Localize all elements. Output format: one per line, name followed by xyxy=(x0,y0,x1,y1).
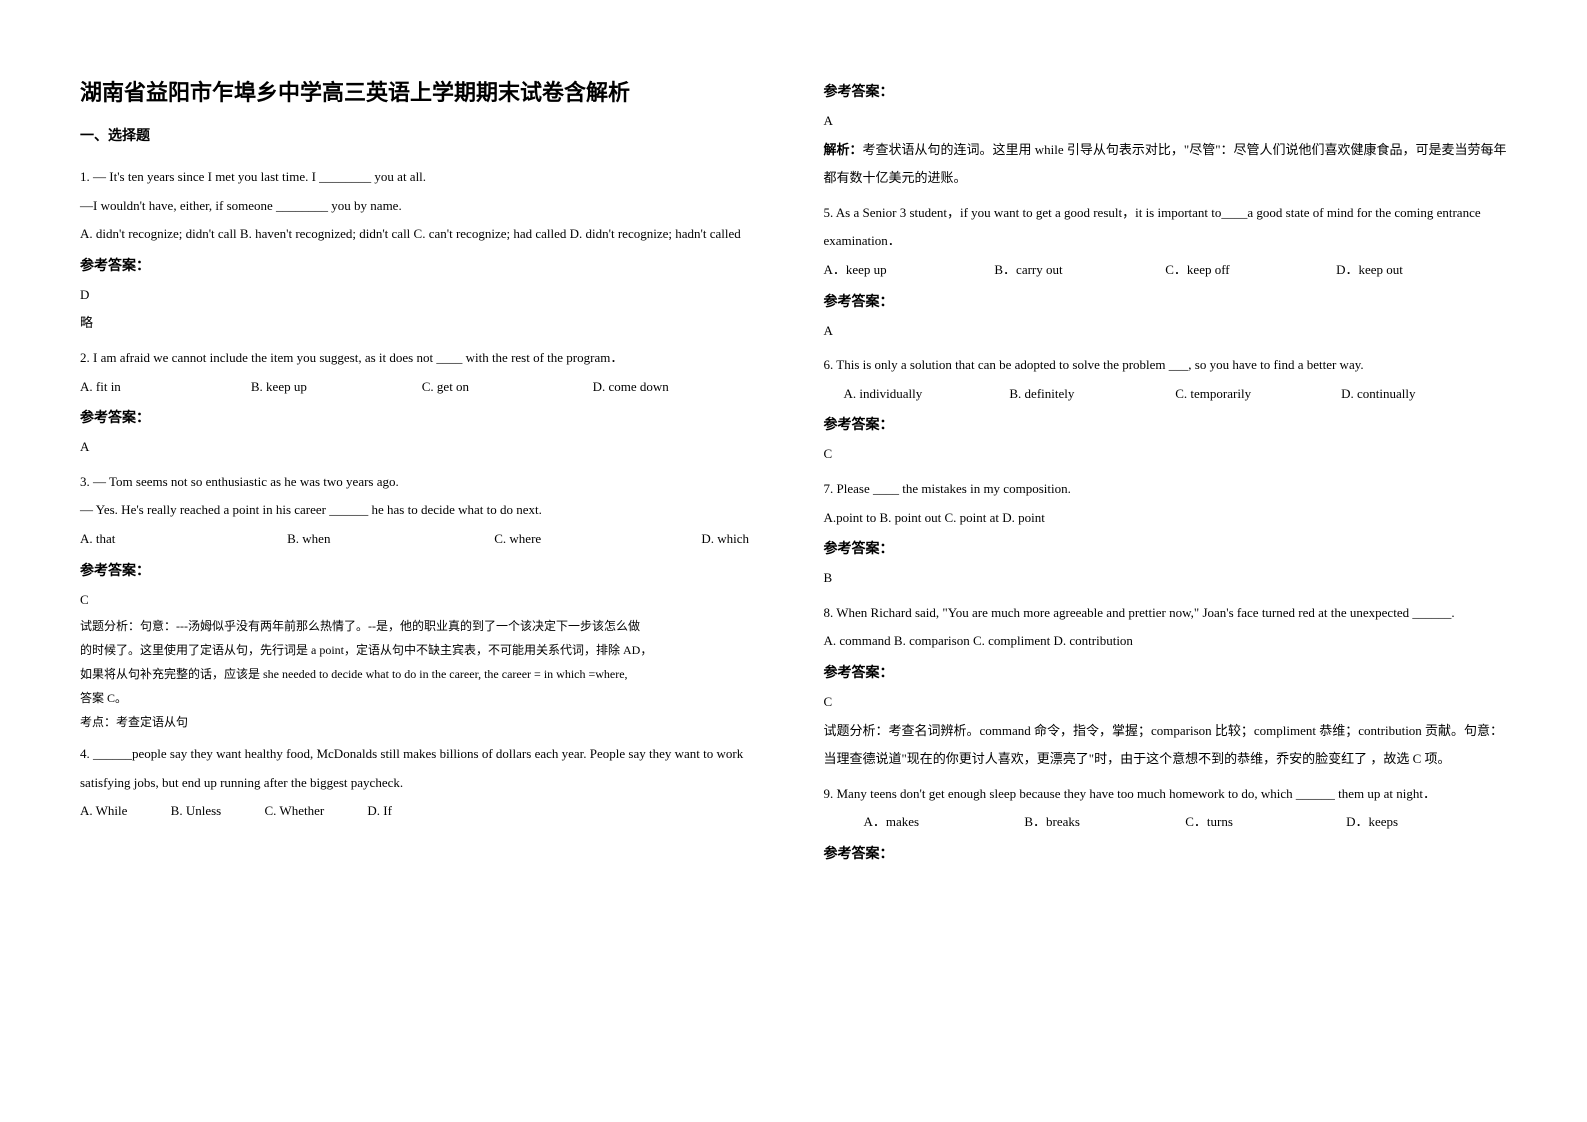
q4-opt-a: A. While xyxy=(80,803,127,818)
q3-analysis-1: 试题分析：句意：---汤姆似乎没有两年前那么热情了。--是，他的职业真的到了一个… xyxy=(80,614,764,638)
q3-opt-b: B. when xyxy=(287,525,494,554)
q9-opt-d: D．keeps xyxy=(1346,808,1507,837)
q6-opt-a: A. individually xyxy=(844,380,1010,409)
q4-exp-label: 解析： xyxy=(824,142,863,157)
q2-opt-c: C. get on xyxy=(422,373,593,402)
q6-line1: 6. This is only a solution that can be a… xyxy=(824,351,1508,380)
question-2: 2. I am afraid we cannot include the ite… xyxy=(80,344,764,462)
q1-line1: 1. — It's ten years since I met you last… xyxy=(80,163,764,192)
question-9: 9. Many teens don't get enough sleep bec… xyxy=(824,780,1508,869)
q4-exp-text: 考查状语从句的连词。这里用 while 引导从句表示对比，"尽管"：尽管人们说他… xyxy=(824,142,1507,186)
right-column: 参考答案： A 解析：考查状语从句的连词。这里用 while 引导从句表示对比，… xyxy=(794,75,1538,1082)
q6-opt-d: D. continually xyxy=(1341,380,1507,409)
q5-answer: A xyxy=(824,317,1508,346)
q9-answer-label: 参考答案： xyxy=(824,841,1508,869)
q2-opt-d: D. come down xyxy=(593,373,764,402)
q4-opt-d: D. If xyxy=(367,803,392,818)
left-column: 湖南省益阳市乍埠乡中学高三英语上学期期末试卷含解析 一、选择题 1. — It'… xyxy=(50,75,794,1082)
q1-note: 略 xyxy=(80,309,764,338)
q3-answer-label: 参考答案： xyxy=(80,558,764,586)
q1-answer-label: 参考答案： xyxy=(80,253,764,281)
q2-opt-a: A. fit in xyxy=(80,373,251,402)
q5-opt-b: B．carry out xyxy=(994,256,1165,285)
q4-line1: 4. ______people say they want healthy fo… xyxy=(80,740,764,797)
q4-opt-c: C. Whether xyxy=(264,803,324,818)
q3-options: A. that B. when C. where D. which xyxy=(80,525,764,554)
q5-line1: 5. As a Senior 3 student，if you want to … xyxy=(824,199,1508,256)
q4-explanation: 解析：考查状语从句的连词。这里用 while 引导从句表示对比，"尽管"：尽管人… xyxy=(824,136,1508,193)
question-4: 4. ______people say they want healthy fo… xyxy=(80,740,764,826)
q5-opt-d: D．keep out xyxy=(1336,256,1507,285)
document-title: 湖南省益阳市乍埠乡中学高三英语上学期期末试卷含解析 xyxy=(80,75,764,107)
q7-line1: 7. Please ____ the mistakes in my compos… xyxy=(824,475,1508,504)
q2-opt-b: B. keep up xyxy=(251,373,422,402)
q6-opt-b: B. definitely xyxy=(1009,380,1175,409)
q4-options: A. While B. Unless C. Whether D. If xyxy=(80,797,764,826)
q8-answer-label: 参考答案： xyxy=(824,660,1508,688)
q3-opt-d: D. which xyxy=(701,525,763,554)
q6-answer: C xyxy=(824,440,1508,469)
q2-options: A. fit in B. keep up C. get on D. come d… xyxy=(80,373,764,402)
q1-answer: D xyxy=(80,281,764,310)
q1-options: A. didn't recognize; didn't call B. have… xyxy=(80,220,764,249)
q7-answer: B xyxy=(824,564,1508,593)
q9-opt-c: C．turns xyxy=(1185,808,1346,837)
q8-options: A. command B. comparison C. compliment D… xyxy=(824,627,1508,656)
question-8: 8. When Richard said, "You are much more… xyxy=(824,599,1508,774)
q1-line2: —I wouldn't have, either, if someone ___… xyxy=(80,192,764,221)
q9-options: A．makes B．breaks C．turns D．keeps xyxy=(824,808,1508,837)
q3-opt-a: A. that xyxy=(80,525,287,554)
q4-opt-b: B. Unless xyxy=(171,803,222,818)
q9-opt-a: A．makes xyxy=(864,808,1025,837)
question-3: 3. — Tom seems not so enthusiastic as he… xyxy=(80,468,764,734)
q4-answer: A xyxy=(824,107,1508,136)
q6-opt-c: C. temporarily xyxy=(1175,380,1341,409)
q2-answer: A xyxy=(80,433,764,462)
q8-answer: C xyxy=(824,688,1508,717)
q3-line1: 3. — Tom seems not so enthusiastic as he… xyxy=(80,468,764,497)
q6-answer-label: 参考答案： xyxy=(824,412,1508,440)
q7-options: A.point to B. point out C. point at D. p… xyxy=(824,504,1508,533)
q7-answer-label: 参考答案： xyxy=(824,536,1508,564)
q3-analysis-3: 如果将从句补充完整的话，应该是 she needed to decide wha… xyxy=(80,662,764,686)
question-7: 7. Please ____ the mistakes in my compos… xyxy=(824,475,1508,593)
q5-opt-c: C．keep off xyxy=(1165,256,1336,285)
q9-line1: 9. Many teens don't get enough sleep bec… xyxy=(824,780,1508,809)
q8-line1: 8. When Richard said, "You are much more… xyxy=(824,599,1508,628)
q3-analysis-4: 答案 C。 xyxy=(80,686,764,710)
q4-answer-label: 参考答案： xyxy=(824,79,1508,107)
q4-answer-block: 参考答案： A 解析：考查状语从句的连词。这里用 while 引导从句表示对比，… xyxy=(824,79,1508,193)
q5-answer-label: 参考答案： xyxy=(824,289,1508,317)
q3-analysis-2: 的时候了。这里使用了定语从句，先行词是 a point，定语从句中不缺主宾表，不… xyxy=(80,638,764,662)
q9-opt-b: B．breaks xyxy=(1024,808,1185,837)
section-heading: 一、选择题 xyxy=(80,125,764,145)
question-5: 5. As a Senior 3 student，if you want to … xyxy=(824,199,1508,345)
q2-line1: 2. I am afraid we cannot include the ite… xyxy=(80,344,764,373)
q8-analysis: 试题分析：考查名词辨析。command 命令，指令，掌握；comparison … xyxy=(824,717,1508,774)
q2-answer-label: 参考答案： xyxy=(80,405,764,433)
q3-opt-c: C. where xyxy=(494,525,701,554)
q3-line2: — Yes. He's really reached a point in hi… xyxy=(80,496,764,525)
q3-analysis-5: 考点：考查定语从句 xyxy=(80,710,764,734)
q5-opt-a: A．keep up xyxy=(824,256,995,285)
q3-answer: C xyxy=(80,586,764,615)
question-1: 1. — It's ten years since I met you last… xyxy=(80,163,764,338)
question-6: 6. This is only a solution that can be a… xyxy=(824,351,1508,469)
q5-options: A．keep up B．carry out C．keep off D．keep … xyxy=(824,256,1508,285)
q6-options: A. individually B. definitely C. tempora… xyxy=(824,380,1508,409)
